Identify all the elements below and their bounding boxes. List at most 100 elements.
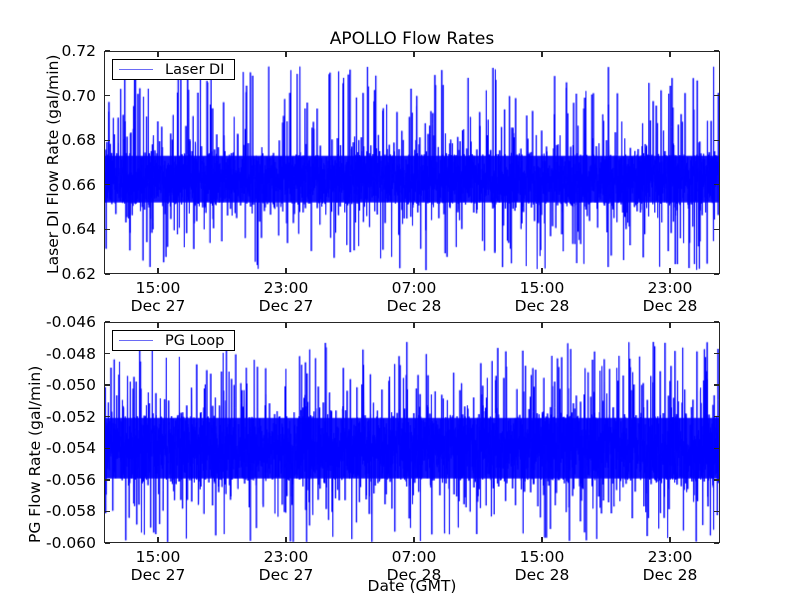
x-tick-time: 23:00 [647, 548, 693, 566]
y-tick-label: 0.68 [61, 131, 96, 150]
y-tick-label: -0.054 [46, 439, 96, 458]
y-tick-mark [105, 273, 110, 275]
y-tick-mark [105, 228, 110, 231]
y-tick-mark [714, 94, 719, 97]
y-tick-mark [105, 510, 110, 513]
x-tick-mark [413, 268, 415, 273]
y-tick-mark [105, 139, 110, 141]
x-tick-time: 23:00 [647, 279, 693, 297]
x-tick-label: 23:00 Dec 27 [259, 279, 314, 315]
y-tick-mark [714, 542, 719, 544]
x-tick-date: Dec 28 [386, 297, 442, 315]
y-tick-mark [105, 384, 110, 386]
x-tick-label: 23:00 Dec 28 [643, 548, 698, 584]
y-tick-mark [714, 273, 719, 275]
x-tick-date: Dec 27 [130, 297, 186, 315]
y-tick-label: 0.62 [61, 265, 96, 283]
y-tick-label: 0.64 [61, 220, 96, 239]
x-tick-label: 07:00 Dec 28 [387, 548, 442, 584]
pg-loop-series-plot [105, 323, 719, 542]
y-tick-mark [105, 542, 110, 544]
y-tick-label: 0.72 [61, 42, 96, 60]
y-tick-mark [714, 228, 719, 231]
x-tick-mark [157, 52, 159, 57]
x-axis-title: Date (GMT) [367, 577, 457, 595]
y-tick-mark [105, 479, 110, 481]
x-tick-label: 23:00 Dec 28 [643, 279, 698, 315]
x-tick-time: 15:00 [135, 279, 181, 297]
x-tick-mark [541, 52, 543, 57]
y-tick-mark [714, 184, 719, 186]
y-tick-label: -0.060 [46, 534, 96, 552]
x-tick-mark [413, 323, 415, 328]
top-plot-y-axis-title: Laser DI Flow Rate (gal/min) [44, 54, 62, 274]
bottom-plot-axes[interactable] [104, 322, 720, 543]
x-tick-date: Dec 28 [386, 566, 442, 584]
x-tick-mark [669, 323, 671, 328]
x-tick-time: 15:00 [519, 548, 565, 566]
y-tick-mark [714, 321, 719, 323]
x-tick-time: 23:00 [263, 548, 309, 566]
y-tick-mark [714, 416, 719, 418]
bottom-plot-y-axis-title: PG Flow Rate (gal/min) [26, 365, 44, 543]
y-tick-label: -0.052 [46, 407, 96, 426]
top-plot-axes[interactable] [104, 51, 720, 274]
x-tick-label: 23:00 Dec 27 [259, 548, 314, 584]
x-tick-date: Dec 28 [514, 566, 570, 584]
y-tick-mark [105, 352, 110, 355]
x-tick-date: Dec 28 [514, 297, 570, 315]
y-tick-mark [105, 184, 110, 186]
y-tick-mark [714, 139, 719, 141]
x-tick-label: 15:00 Dec 28 [515, 279, 570, 315]
x-tick-mark [413, 52, 415, 57]
bottom-plot-legend[interactable]: PG Loop [112, 330, 236, 351]
legend-label-pg-loop: PG Loop [165, 332, 225, 349]
y-tick-label: -0.050 [46, 376, 96, 395]
y-tick-mark [105, 447, 110, 449]
x-tick-mark [413, 537, 415, 542]
legend-line-swatch-icon [119, 340, 153, 341]
x-tick-label: 15:00 Dec 27 [131, 548, 186, 584]
x-tick-mark [285, 52, 287, 57]
y-tick-label: -0.046 [46, 313, 96, 331]
x-tick-mark [157, 323, 159, 328]
y-tick-mark [714, 479, 719, 481]
x-tick-mark [285, 268, 287, 273]
y-tick-mark [714, 50, 719, 52]
y-tick-label: -0.058 [46, 502, 96, 521]
x-tick-time: 07:00 [391, 548, 437, 566]
legend-label-laser-di: Laser DI [165, 61, 225, 78]
x-tick-mark [157, 268, 159, 273]
x-tick-date: Dec 27 [258, 566, 314, 584]
x-tick-time: 15:00 [519, 279, 565, 297]
x-tick-time: 23:00 [263, 279, 309, 297]
y-tick-mark [105, 94, 110, 97]
legend-line-swatch-icon [119, 69, 153, 70]
y-tick-mark [714, 510, 719, 513]
x-tick-date: Dec 28 [642, 297, 698, 315]
chart-title: APOLLO Flow Rates [329, 29, 495, 49]
x-tick-mark [157, 537, 159, 542]
y-tick-mark [105, 321, 110, 323]
x-tick-label: 15:00 Dec 27 [131, 279, 186, 315]
x-tick-date: Dec 27 [130, 566, 186, 584]
y-tick-mark [714, 447, 719, 449]
y-tick-mark [714, 352, 719, 355]
y-tick-mark [105, 416, 110, 418]
x-tick-mark [669, 268, 671, 273]
y-tick-mark [714, 384, 719, 386]
x-tick-date: Dec 28 [642, 566, 698, 584]
x-tick-date: Dec 27 [258, 297, 314, 315]
x-tick-mark [669, 537, 671, 542]
x-tick-label: 07:00 Dec 28 [387, 279, 442, 315]
top-plot-legend[interactable]: Laser DI [112, 59, 236, 80]
x-tick-mark [285, 537, 287, 542]
x-tick-mark [285, 323, 287, 328]
y-tick-label: -0.048 [46, 344, 96, 363]
laser-di-series-plot [105, 52, 719, 273]
x-tick-label: 15:00 Dec 28 [515, 548, 570, 584]
y-tick-label: -0.056 [46, 470, 96, 489]
x-tick-mark [541, 537, 543, 542]
x-tick-time: 07:00 [391, 279, 437, 297]
